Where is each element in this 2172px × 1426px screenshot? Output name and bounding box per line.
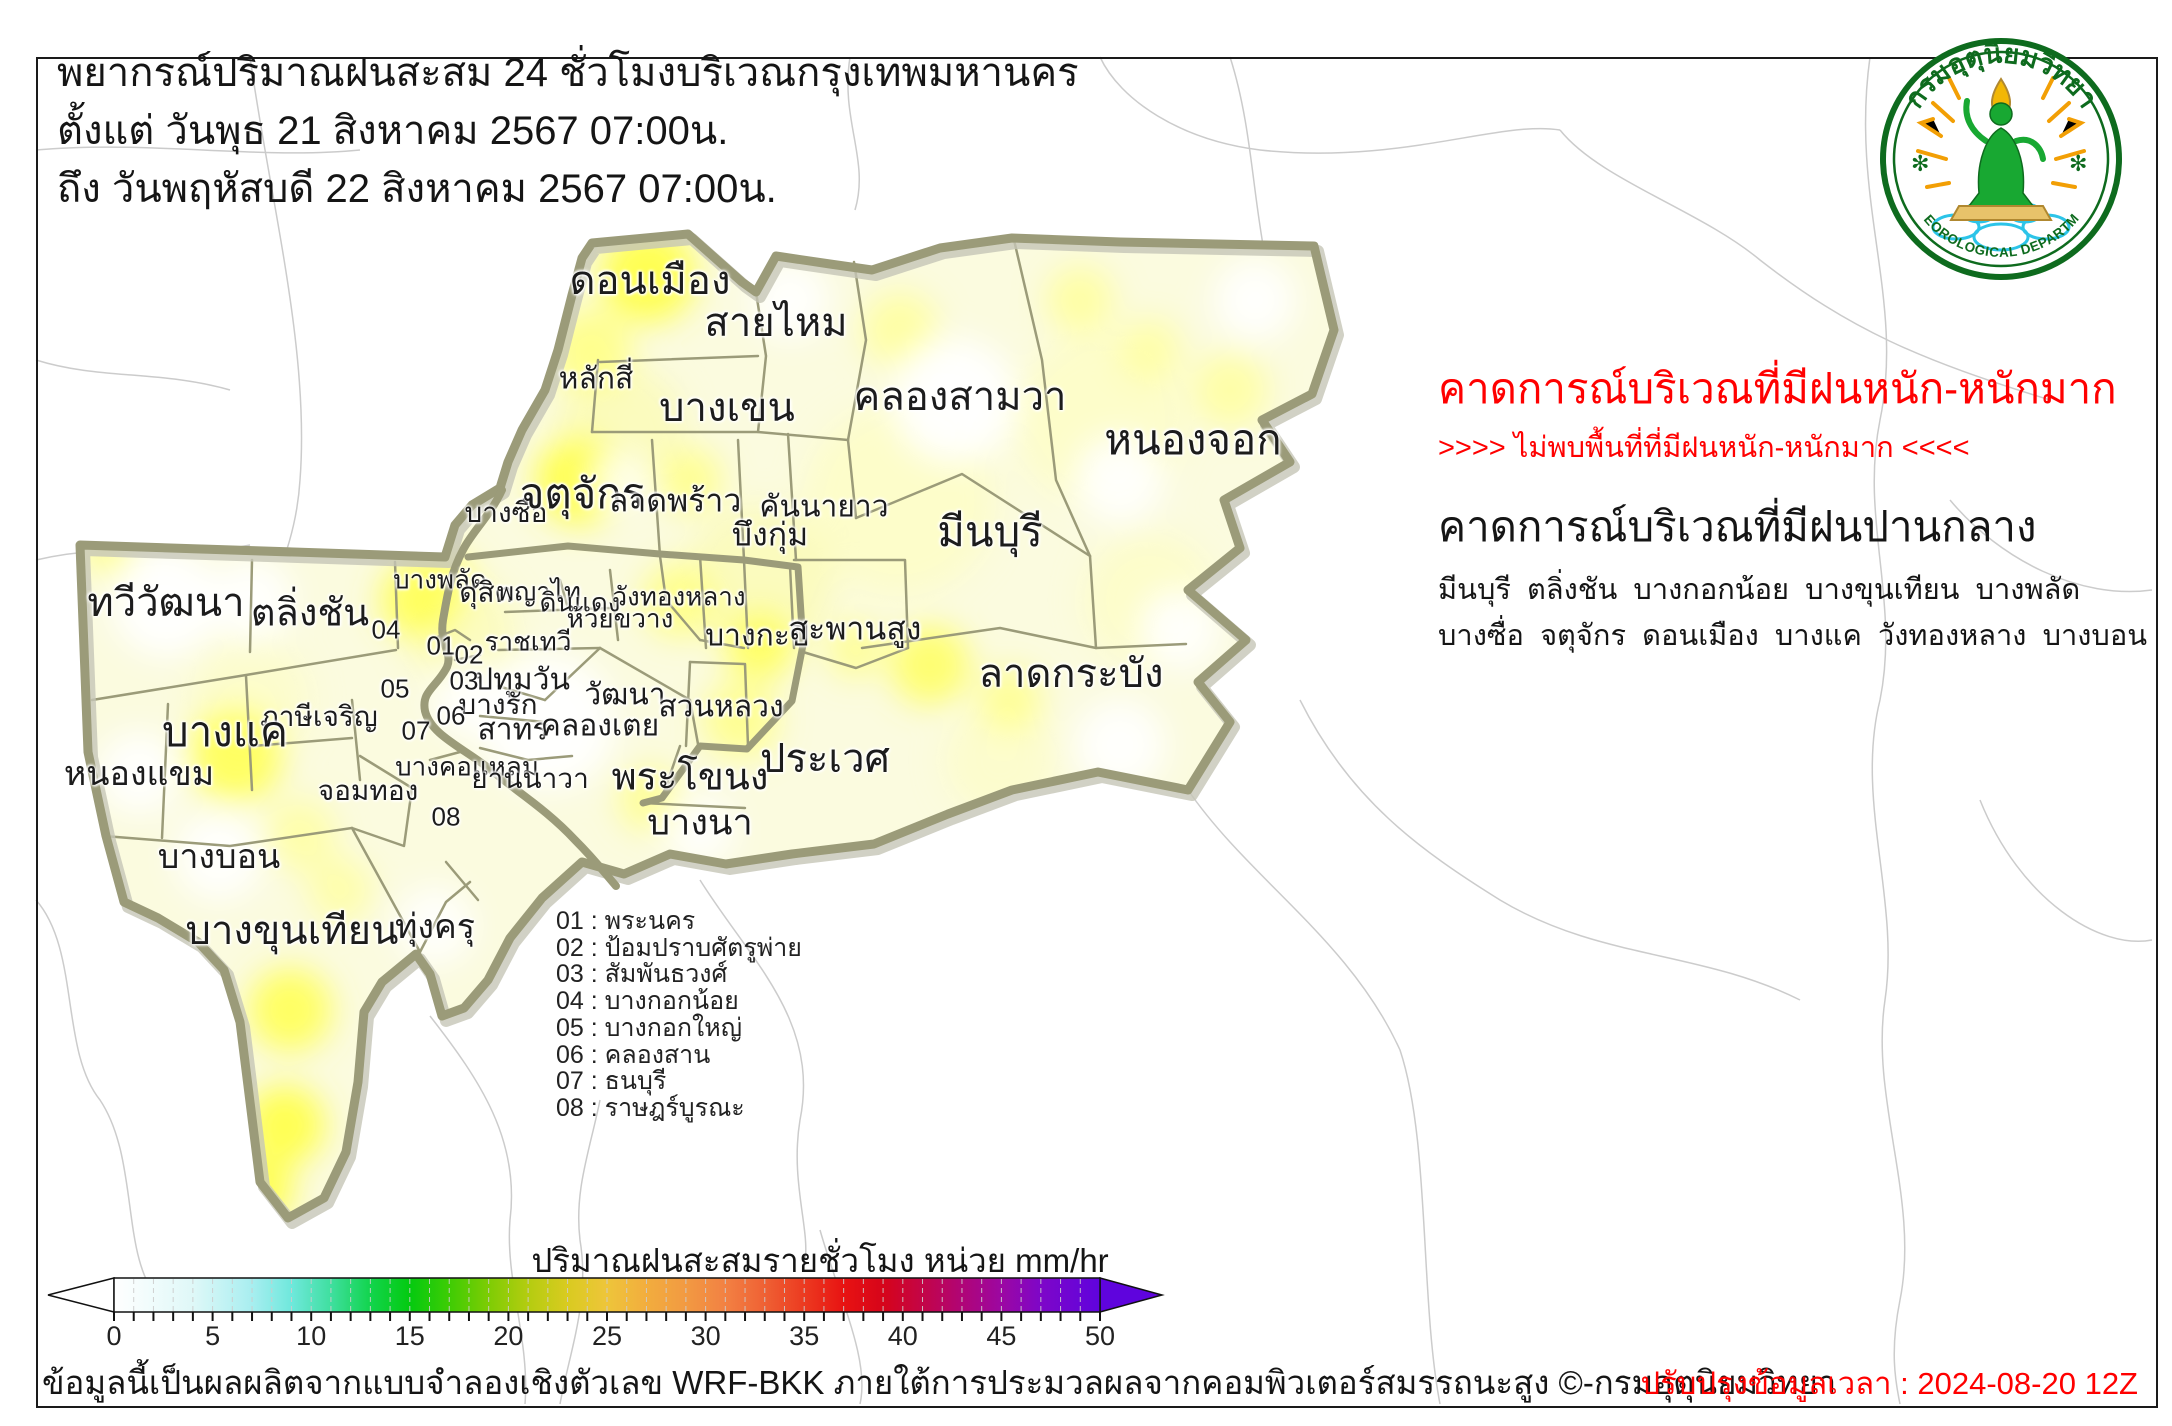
district-label: บางกะปิ xyxy=(705,619,809,653)
district-label: ปทุมวัน xyxy=(474,663,570,697)
district-label: ประเวศ xyxy=(760,737,890,781)
district-label: บางนา xyxy=(647,801,753,843)
district-label: บางขุนเทียน xyxy=(185,909,399,953)
district-label: บางแค xyxy=(162,708,288,755)
district-label: ทวีวัฒนา xyxy=(87,581,245,625)
logo-star-left-icon: ✻ xyxy=(1911,151,1929,176)
district-label: ห้วยขวาง xyxy=(566,603,674,634)
footer-source-text: ข้อมูลนี้เป็นผลผลิตจากแบบจำลองเชิงตัวเลข… xyxy=(42,1364,1837,1401)
page-title-line3: ถึง วันพฤหัสบดี 22 สิงหาคม 2567 07:00น. xyxy=(57,167,777,211)
legend-line: 02 : ป้อมปราบศัตรูพ่าย xyxy=(556,933,802,962)
district-label: หลักสี่ xyxy=(558,362,634,396)
district-label: ลาดกระบัง xyxy=(978,652,1164,696)
district-label: บางคอแหลม xyxy=(395,751,539,782)
district-number-label: 07 xyxy=(401,715,431,746)
district-label: สายไหม xyxy=(704,301,848,345)
district-label: พญาไท xyxy=(496,576,582,607)
district-label: บางบอน xyxy=(157,838,281,876)
numbered-district-legend: 01 : พระนคร 02 : ป้อมปราบศัตรูพ่าย 03 : สั… xyxy=(556,908,802,1122)
district-label: พระโขนง xyxy=(611,756,769,799)
svg-text:20: 20 xyxy=(493,1321,523,1351)
district-label: สะพานสูง xyxy=(788,610,922,647)
legend-line: 01 : พระนคร xyxy=(556,907,696,935)
logo-deity xyxy=(1949,77,2053,221)
page-title-line2: ตั้งแต่ วันพุธ 21 สิงหาคม 2567 07:00น. xyxy=(57,109,729,153)
district-number-label: 02 xyxy=(454,639,484,670)
district-label: ภาษีเจริญ xyxy=(260,701,378,732)
moderate-rain-districts-line2: บางซื่อ จตุจักร ดอนเมือง บางแค วังทองหลา… xyxy=(1438,620,2148,652)
page-title-line1: พยากรณ์ปริมาณฝนสะสม 24 ชั่วโมงบริเวณกรุง… xyxy=(57,51,1079,95)
legend-line: 06 : คลองสาน xyxy=(556,1040,711,1069)
district-label: สวนหลวง xyxy=(658,690,784,724)
district-label: หนองจอก xyxy=(1104,416,1282,463)
district-number-label: 01 xyxy=(426,630,456,661)
district-boundaries xyxy=(90,238,1188,954)
moderate-rain-districts-line1: มีนบุรี ตลิ่งชัน บางกอกน้อย บางขุนเทียน … xyxy=(1438,574,2081,606)
svg-text:5: 5 xyxy=(205,1321,220,1351)
footer-update-time: ปรับปรุงข้อมูลเวลา : 2024-08-20 12Z xyxy=(1640,1366,2138,1401)
district-number-label: 04 xyxy=(371,614,401,645)
moderate-rain-heading: คาดการณ์บริเวณที่มีฝนปานกลาง xyxy=(1438,503,2037,550)
district-label: คลองเตย xyxy=(540,709,660,743)
svg-text:25: 25 xyxy=(592,1321,622,1351)
legend-line: 04 : บางกอกน้อย xyxy=(556,987,739,1016)
svg-text:50: 50 xyxy=(1085,1321,1115,1351)
district-number-label: 08 xyxy=(431,801,461,832)
district-label: บึงกุ่ม xyxy=(731,516,809,553)
district-label: ทุ่งครุ xyxy=(394,908,476,946)
district-label: วัฒนา xyxy=(584,678,666,712)
svg-text:35: 35 xyxy=(789,1321,819,1351)
district-label: มีนบุรี xyxy=(937,508,1043,555)
legend-line: 08 : ราษฎร์บูรณะ xyxy=(556,1093,745,1122)
legend-line: 03 : สัมพันธวงศ์ xyxy=(556,960,728,989)
district-label: ดุสิต xyxy=(459,577,513,608)
district-number-label: 06 xyxy=(436,700,466,731)
district-label: ดินแดง xyxy=(539,587,621,618)
svg-text:45: 45 xyxy=(986,1321,1016,1351)
svg-text:30: 30 xyxy=(691,1321,721,1351)
district-label: คันนายาว xyxy=(759,490,889,524)
district-label: ดอนเมือง xyxy=(569,259,731,303)
district-label: ลาดพร้าว xyxy=(608,482,742,519)
logo-star-right-icon: ✻ xyxy=(2069,151,2087,176)
district-label: คลองสามวา xyxy=(853,375,1067,419)
legend-line: 05 : บางกอกใหญ่ xyxy=(556,1013,743,1042)
district-number-label: 05 xyxy=(380,673,410,704)
district-label: วังทองหลาง xyxy=(612,581,746,612)
heavy-rain-heading: คาดการณ์บริเวณที่มีฝนหนัก-หนักมาก xyxy=(1438,365,2117,412)
svg-text:15: 15 xyxy=(395,1321,425,1351)
district-label: บางรัก xyxy=(458,689,538,720)
district-label: ตลิ่งชัน xyxy=(250,592,370,635)
district-label: จอมทอง xyxy=(317,775,419,806)
district-label: บางซื่อ xyxy=(464,497,548,528)
svg-text:0: 0 xyxy=(106,1321,121,1351)
rain-colorbar: 0 5 10 15 20 25 30 35 40 45 50 xyxy=(47,1277,1165,1351)
district-number-label: 03 xyxy=(449,665,479,696)
metro-boundary xyxy=(80,234,1334,1218)
district-label: บางพลัด xyxy=(393,564,487,595)
svg-text:40: 40 xyxy=(888,1321,918,1351)
logo-rays xyxy=(1916,76,2086,189)
district-label: สาทร xyxy=(477,713,549,747)
district-label: บางเขน xyxy=(659,386,795,430)
meteorological-department-logo: กรมอุตุนิยมวิทยา METEOROLOGICAL DEPARTME… xyxy=(1878,36,2122,280)
district-label: ยานนาวา xyxy=(471,763,589,794)
colorbar-title: ปริมาณฝนสะสมรายชั่วโมง หน่วย mm/hr xyxy=(531,1242,1109,1279)
legend-line: 07 : ธนบุรี xyxy=(556,1067,667,1096)
svg-text:10: 10 xyxy=(296,1321,326,1351)
district-label: หนองแขม xyxy=(63,755,215,793)
province-boundaries xyxy=(35,56,2153,1405)
district-label: จตุจักร xyxy=(519,470,645,517)
heavy-rain-note: >>>> ไม่พบพื้นที่ที่มีฝนหนัก-หนักมาก <<<… xyxy=(1438,432,1970,464)
district-label: ราชเทวี xyxy=(484,626,572,657)
